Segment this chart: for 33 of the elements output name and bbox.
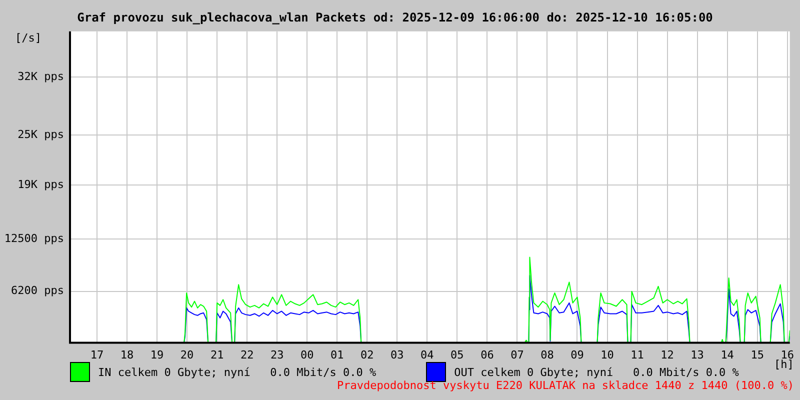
y-axis-title: [/s] [15,31,42,44]
x-tick-label: 18 [120,348,134,362]
x-tick-label: 11 [630,348,644,362]
x-tick-label: 03 [390,348,404,362]
x-tick-label: 04 [420,348,434,362]
y-tick-label: 6200 pps [11,284,64,298]
x-tick-label: 13 [690,348,704,362]
y-tick-label: 19K pps [18,178,64,191]
x-tick-label: 06 [480,348,494,362]
x-tick-label: 20 [180,348,194,362]
chart-title: Graf provozu suk_plechacova_wlan Packets od: 2025-12-09 16:06:00 do: 2025-12-10 16:05:00 [77,10,713,24]
x-tick-label: 22 [240,348,254,362]
x-tick-label: 12 [660,348,674,362]
x-tick-label: 19 [150,348,164,362]
x-tick-label: 23 [270,348,284,362]
x-tick-label: 09 [570,348,584,362]
y-tick-label: 25K pps [18,128,64,142]
x-tick-label: 15 [750,348,764,362]
text: Pravdepodobnost vyskytu E220 KULATAK na skladce 1440 z 1440 (100.0 %) [337,379,794,392]
x-tick-label: 07 [510,348,524,362]
y-tick-label: 12500 pps [4,232,64,245]
x-tick-label: 21 [210,348,224,362]
x-tick-label: 02 [360,348,374,362]
legend-label: IN celkem 0 Gbyte; nyní 0.0 Mbit/s 0.0 % [98,366,376,378]
x-tick-label: 08 [540,348,554,362]
y-tick-label: 32K pps [18,70,64,83]
x-tick-label: 00 [300,348,314,362]
x-tick-label: 05 [450,348,464,362]
x-tick-label: 10 [600,348,614,362]
legend-label: OUT celkem 0 Gbyte; nyní 0.0 Mbit/s 0.0 % [454,366,739,378]
x-tick-label: 14 [720,348,734,362]
x-tick-label: 17 [90,348,104,362]
x-tick-label: 01 [330,348,344,362]
